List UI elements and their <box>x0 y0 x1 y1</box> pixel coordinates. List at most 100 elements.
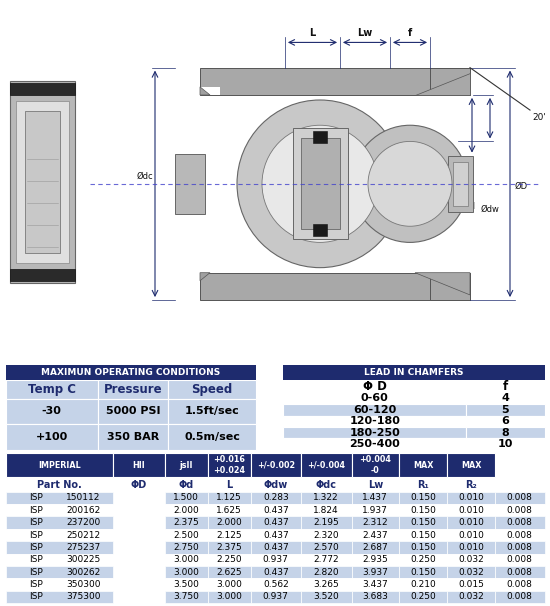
Bar <box>6 516 113 529</box>
Text: 2.320: 2.320 <box>314 530 339 539</box>
Text: 2.750: 2.750 <box>173 543 199 552</box>
Bar <box>6 541 113 553</box>
Text: 0.008: 0.008 <box>507 493 532 502</box>
Text: 0.437: 0.437 <box>263 518 289 527</box>
Bar <box>301 453 351 478</box>
Bar <box>448 553 495 566</box>
Text: Φdc: Φdc <box>316 479 337 490</box>
Text: ISP: ISP <box>29 506 42 514</box>
Bar <box>175 153 205 214</box>
Text: 0-60: 0-60 <box>361 393 388 404</box>
Text: 2.312: 2.312 <box>362 518 388 527</box>
Text: 0.015: 0.015 <box>458 580 484 589</box>
Bar <box>313 132 327 144</box>
Bar <box>351 516 399 529</box>
Text: 0.283: 0.283 <box>263 493 289 502</box>
Text: 0.008: 0.008 <box>507 592 532 601</box>
Bar <box>164 578 208 591</box>
Bar <box>16 101 69 262</box>
Bar <box>25 111 60 253</box>
Text: 300262: 300262 <box>66 568 100 576</box>
Text: Φdw: Φdw <box>263 479 288 490</box>
Text: 3.520: 3.520 <box>314 592 339 601</box>
Text: 0.437: 0.437 <box>263 530 289 539</box>
Bar <box>495 553 544 566</box>
Text: 3.683: 3.683 <box>362 592 388 601</box>
Bar <box>251 553 301 566</box>
Bar <box>283 380 466 393</box>
Text: Ødc: Ødc <box>136 171 153 181</box>
Text: 0.562: 0.562 <box>263 580 289 589</box>
Text: 0.250: 0.250 <box>410 555 436 564</box>
Bar <box>208 516 251 529</box>
Bar <box>164 516 208 529</box>
Bar <box>164 591 208 603</box>
Text: 10: 10 <box>498 439 513 449</box>
Bar <box>495 491 544 504</box>
Bar <box>495 578 544 591</box>
Bar <box>351 578 399 591</box>
Bar <box>164 553 208 566</box>
Bar <box>399 578 448 591</box>
Bar <box>208 504 251 516</box>
Text: 4: 4 <box>502 393 509 404</box>
Polygon shape <box>430 273 470 300</box>
Bar <box>6 529 113 541</box>
Bar <box>164 541 208 553</box>
Bar <box>208 566 251 578</box>
Bar <box>164 566 208 578</box>
Circle shape <box>237 100 403 268</box>
Text: 0.008: 0.008 <box>507 530 532 539</box>
Text: 3.500: 3.500 <box>173 580 199 589</box>
Bar <box>453 162 468 206</box>
Bar <box>6 553 113 566</box>
Text: MAX: MAX <box>461 461 481 470</box>
Text: 180-250: 180-250 <box>349 428 400 438</box>
Bar <box>6 504 113 516</box>
Bar <box>251 591 301 603</box>
Polygon shape <box>415 73 470 95</box>
Bar <box>6 380 98 399</box>
Bar <box>6 566 113 578</box>
Bar <box>10 81 75 283</box>
Text: 0.937: 0.937 <box>263 592 289 601</box>
Text: 0.008: 0.008 <box>507 506 532 514</box>
Bar <box>448 541 495 553</box>
Bar <box>251 529 301 541</box>
Bar <box>448 504 495 516</box>
Text: 150112: 150112 <box>66 493 100 502</box>
Bar <box>466 393 544 404</box>
Bar <box>283 404 466 416</box>
Text: 1.625: 1.625 <box>216 506 242 514</box>
Bar <box>283 416 466 427</box>
Text: ØD: ØD <box>515 182 528 191</box>
Bar <box>301 578 351 591</box>
Bar <box>6 578 113 591</box>
Text: -30: -30 <box>42 407 62 416</box>
Text: 2.500: 2.500 <box>173 530 199 539</box>
Bar <box>251 453 301 478</box>
Text: ISP: ISP <box>29 543 42 552</box>
Bar <box>301 529 351 541</box>
Polygon shape <box>200 87 220 95</box>
Text: Pressure: Pressure <box>104 383 162 396</box>
Bar <box>164 504 208 516</box>
Bar <box>6 365 256 380</box>
Bar <box>208 591 251 603</box>
Bar <box>448 453 495 478</box>
Text: ISP: ISP <box>29 568 42 576</box>
Bar <box>495 591 544 603</box>
Text: f: f <box>503 380 508 393</box>
Bar <box>98 380 168 399</box>
Text: 2.000: 2.000 <box>173 506 199 514</box>
Bar <box>208 529 251 541</box>
Text: 2.250: 2.250 <box>216 555 242 564</box>
Polygon shape <box>415 273 470 295</box>
Bar <box>399 529 448 541</box>
Bar <box>495 566 544 578</box>
Text: 60-120: 60-120 <box>353 405 397 415</box>
Text: L: L <box>309 28 316 38</box>
Text: LEAD IN CHAMFERS: LEAD IN CHAMFERS <box>364 368 464 377</box>
Text: Speed: Speed <box>191 383 233 396</box>
Bar <box>466 416 544 427</box>
